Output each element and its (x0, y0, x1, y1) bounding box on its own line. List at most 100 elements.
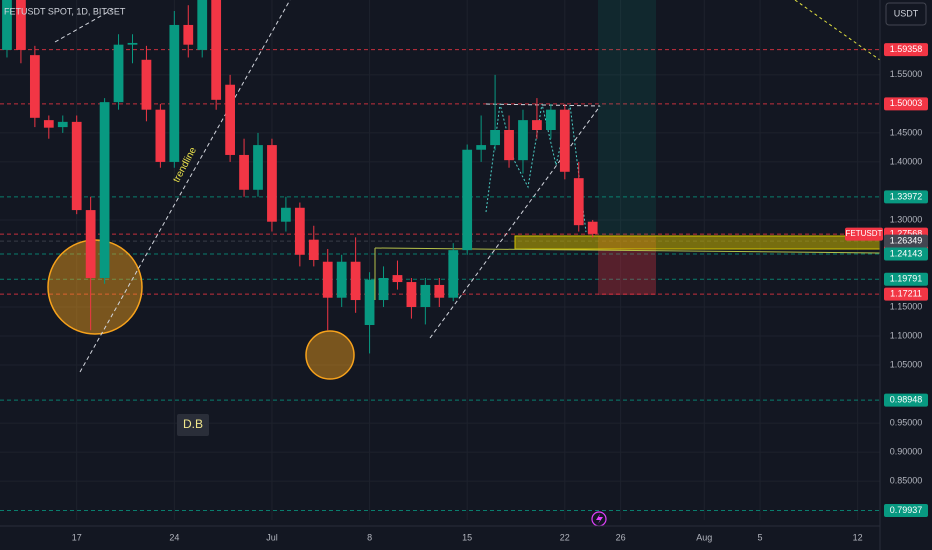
x-tick-label: Aug (696, 532, 712, 542)
candle-body (378, 277, 389, 301)
axes: 1.55000 1.45000 1.40000 1.30000 1.15000 1.100… (72, 69, 923, 542)
candles (2, 0, 598, 354)
x-tick-label: 17 (72, 532, 82, 542)
candle-body (587, 221, 598, 234)
price-label-box (884, 393, 928, 407)
candle-body (406, 282, 417, 308)
y-tick-label: 1.05000 (890, 359, 923, 369)
candle-body (16, 0, 26, 50)
x-tick-label: Jul (266, 532, 278, 542)
y-tick-label: 0.85000 (890, 475, 923, 485)
price-label: 1.27568 (890, 228, 923, 238)
trendline (79, 0, 291, 373)
candle-body (2, 0, 12, 50)
event-icon-bolt (596, 514, 603, 524)
price-label: 0.98948 (890, 395, 923, 405)
x-tick-label: 15 (462, 532, 472, 542)
candle-body (281, 207, 291, 222)
currency-button[interactable] (885, 2, 927, 26)
price-label: 1.33972 (890, 191, 923, 201)
candle-body (71, 121, 82, 211)
candle-body (183, 24, 194, 45)
candle-body (267, 145, 277, 222)
candle-body (545, 109, 556, 130)
price-labels: 1.593581.500031.339721.2756806:30:58FETU… (845, 43, 928, 517)
candle-body (113, 44, 124, 103)
candle-body (504, 130, 514, 161)
candle-body (239, 154, 249, 190)
candle-body (85, 210, 96, 278)
symbol-tag-box (845, 227, 883, 241)
candle-body (434, 284, 445, 298)
candle-body (197, 0, 208, 50)
trendline (485, 103, 601, 107)
candle-body (490, 130, 500, 146)
candle-body (127, 42, 138, 45)
candle-body (573, 178, 584, 226)
price-label-box (884, 287, 928, 301)
candle-body (392, 275, 403, 283)
candle-body (155, 109, 166, 162)
x-tick-label: 5 (758, 532, 763, 542)
price-label-box (884, 503, 928, 517)
zone-line (374, 247, 880, 254)
price-label-box (884, 43, 928, 57)
price-label: 1.59358 (890, 44, 923, 54)
x-tick-label: 26 (616, 532, 626, 542)
candle-body (420, 284, 431, 308)
highlight-circle (305, 330, 355, 380)
candle-body (57, 121, 68, 128)
candle-body (532, 120, 542, 130)
price-label-box (884, 97, 928, 111)
db-label: D.B (183, 417, 203, 431)
candle-body (322, 261, 333, 298)
candle-body (141, 59, 152, 110)
y-tick-label: 1.15000 (890, 301, 923, 311)
y-tick-label: 1.40000 (890, 156, 923, 166)
price-label: 1.24143 (890, 248, 923, 258)
price-label: 1.19791 (890, 274, 923, 284)
x-tick-label: 24 (169, 532, 179, 542)
y-tick-label: 1.45000 (890, 127, 923, 137)
y-tick-label: 1.30000 (890, 214, 923, 224)
x-tick-label: 22 (560, 532, 570, 542)
trendline (54, 7, 116, 43)
trendline (429, 105, 601, 339)
price-label: 0.79937 (890, 505, 923, 515)
price-label-box (884, 234, 928, 248)
candle-body (169, 24, 180, 162)
price-label: 1.17211 (890, 289, 922, 299)
y-tick-label: 0.95000 (890, 417, 923, 427)
candle-body (448, 250, 459, 298)
y-tick-label: 1.55000 (890, 69, 923, 79)
candle-body (99, 102, 110, 278)
currency-label: USDT (894, 8, 919, 18)
candle-body (462, 149, 473, 251)
candle-body (294, 207, 305, 255)
candle-body (225, 84, 235, 155)
candle-body (43, 120, 54, 128)
label-box (177, 414, 209, 436)
candle-body (518, 120, 528, 161)
y-tick-label: 1.10000 (890, 330, 923, 340)
candle-body (211, 0, 222, 100)
x-tick-label: 8 (367, 532, 372, 542)
candle-body (364, 279, 375, 325)
x-tick-label: 12 (853, 532, 863, 542)
candle-body (476, 145, 487, 150)
candle-body (253, 145, 263, 190)
symbol-tag: FETUSDT (846, 229, 883, 238)
price-label: 1.50003 (890, 98, 923, 108)
candle-body (350, 261, 361, 301)
chart-title: FETUSDT SPOT, 1D, BITGET (4, 6, 126, 16)
drawings (47, 0, 880, 380)
price-label-box (884, 190, 928, 204)
candle-body (308, 239, 319, 260)
price-label: 1.26349 (890, 236, 923, 246)
y-tick-label: 0.90000 (890, 446, 923, 456)
grid-layer (0, 0, 880, 520)
price-label-box (884, 247, 928, 261)
price-label-box (884, 272, 928, 286)
